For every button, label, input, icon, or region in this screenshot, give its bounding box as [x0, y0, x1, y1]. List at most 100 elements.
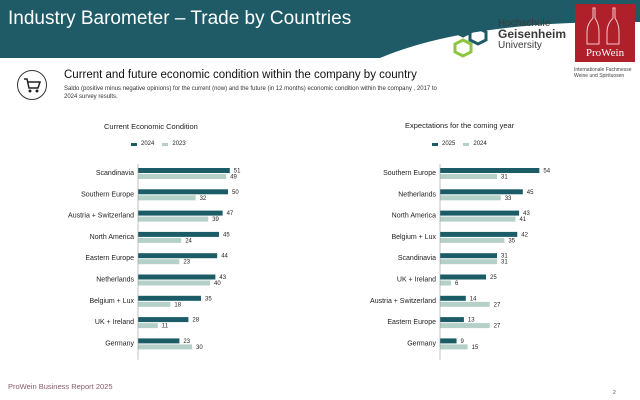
data-label: 18: [174, 302, 181, 308]
bar-2024: [440, 323, 490, 329]
bar-2023: [138, 344, 192, 350]
bar-2023: [138, 301, 171, 307]
bar-2025: [440, 338, 457, 344]
data-label: 50: [232, 190, 239, 196]
legend-swatch-light: [162, 142, 169, 146]
chart-1-title: Current Economic Condition: [104, 122, 198, 131]
bar-2023: [138, 237, 182, 243]
chart-expectations: Southern Europe 54 31 Netherlands 45 33 North …: [370, 164, 551, 360]
data-label: 11: [162, 324, 169, 330]
category-label: Austria + Switzerland: [68, 213, 134, 220]
data-label: 32: [200, 196, 207, 202]
bar-2023: [138, 280, 210, 286]
data-label: 43: [219, 275, 226, 281]
bar-2024: [138, 231, 219, 237]
category-label: North America: [90, 234, 134, 241]
bar-2024: [138, 168, 230, 173]
bar-2025: [440, 210, 520, 216]
category-label: Scandinavia: [398, 255, 436, 262]
bar-2024: [138, 210, 223, 216]
bar-2024: [440, 237, 505, 243]
category-label: Germany: [105, 340, 134, 347]
bar-2023: [138, 259, 180, 265]
data-label: 35: [508, 238, 515, 244]
data-label: 49: [230, 175, 237, 181]
chart-1-legend-2: 2023: [172, 141, 186, 147]
section-title: Current and future economic condition wi…: [64, 69, 417, 81]
hochschule-logo: Hochschule Geisenheim University: [452, 18, 566, 64]
bar-2024: [440, 259, 498, 265]
bar-2025: [440, 168, 540, 173]
data-label: 25: [490, 275, 497, 281]
category-label: Netherlands: [398, 191, 436, 198]
bar-2023: [138, 216, 209, 222]
footer-text: ProWein Business Report 2025: [8, 382, 113, 391]
chart-2-legend-2: 2024: [473, 141, 487, 147]
data-label: 27: [494, 302, 501, 308]
category-label: North America: [392, 213, 436, 220]
bar-2024: [138, 317, 189, 323]
data-label: 45: [223, 232, 230, 238]
legend-swatch-dark: [432, 142, 438, 146]
data-label: 23: [183, 260, 190, 266]
data-label: 30: [196, 345, 203, 351]
prowein-tagline: Internationale Fachmesse Weine und Spiri…: [574, 67, 638, 79]
data-label: 23: [183, 339, 190, 345]
bar-2025: [440, 253, 498, 259]
data-label: 6: [455, 281, 459, 287]
bar-2023: [138, 323, 158, 329]
category-label: Germany: [407, 340, 436, 347]
bar-2024: [440, 344, 468, 350]
legend-swatch-light: [463, 142, 470, 146]
data-label: 13: [468, 318, 475, 324]
data-label: 51: [234, 169, 241, 175]
data-label: 27: [494, 324, 501, 330]
data-label: 9: [461, 339, 465, 345]
prowein-logo: ProWein: [575, 4, 635, 62]
bar-2025: [440, 274, 486, 280]
bar-2024: [138, 295, 201, 301]
bar-2024: [440, 174, 498, 179]
category-label: UK + Ireland: [397, 277, 436, 284]
data-label: 43: [523, 211, 530, 217]
data-label: 15: [472, 345, 479, 351]
category-label: Scandinavia: [96, 170, 134, 177]
legend-swatch-dark: [131, 142, 137, 146]
prowein-label: ProWein: [585, 47, 625, 59]
category-label: Belgium + Lux: [391, 234, 436, 241]
data-label: 39: [212, 217, 219, 223]
chart-2-legend-1: 2025: [442, 141, 456, 147]
prowein-tagline-1: Internationale Fachmesse: [574, 67, 632, 73]
data-label: 28: [192, 318, 199, 324]
shopping-cart-glyph: [24, 78, 42, 93]
bar-2024: [138, 253, 218, 259]
data-label: 45: [527, 190, 534, 196]
page-title: Industry Barometer – Trade by Countries: [8, 8, 352, 29]
chart-2-title: Expectations for the coming year: [405, 121, 515, 130]
category-label: Southern Europe: [383, 170, 436, 177]
bar-2024: [440, 301, 490, 307]
hochschule-line2: Geisenheim: [498, 27, 567, 41]
bar-2024: [138, 274, 216, 280]
data-label: 44: [221, 254, 228, 260]
hexagon-logo-icon: [453, 18, 488, 58]
bar-2024: [440, 280, 452, 286]
data-label: 41: [519, 217, 526, 223]
bar-2025: [440, 317, 464, 323]
bar-2023: [138, 195, 196, 201]
hochschule-text: Hochschule Geisenheim University: [498, 18, 566, 51]
hochschule-line1: Hochschule: [498, 18, 551, 29]
bar-2025: [440, 295, 466, 301]
bar-2024: [440, 195, 501, 201]
data-label: 14: [470, 296, 477, 302]
category-label: Eastern Europe: [387, 319, 436, 326]
bottle-logo-icon: [586, 7, 620, 45]
data-label: 33: [505, 196, 512, 202]
category-label: Austria + Switzerland: [370, 298, 436, 305]
bar-2025: [440, 189, 523, 195]
page-number: 2: [613, 390, 616, 396]
hochschule-line3: University: [498, 40, 542, 51]
data-label: 31: [501, 260, 508, 266]
data-label: 31: [501, 254, 508, 260]
